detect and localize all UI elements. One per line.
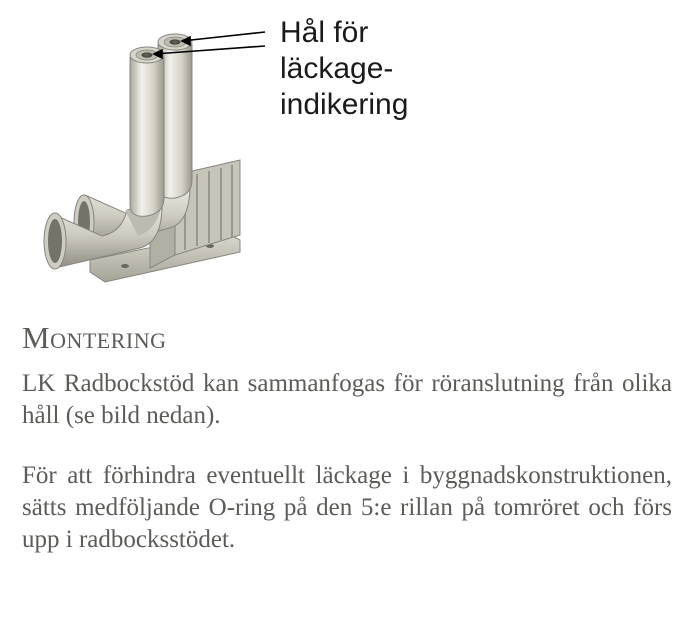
front-elbow: [44, 47, 164, 269]
section-heading: Montering: [22, 320, 694, 356]
figure-area: Hål för läckage- indikering: [0, 0, 694, 300]
figure-callout-label: Hål för läckage- indikering: [280, 15, 408, 123]
callout-line3: indikering: [280, 88, 408, 121]
paragraph-2: För att förhindra eventuellt läckage i b…: [22, 460, 672, 556]
callout-line1: Hål för: [280, 16, 368, 49]
callout-line2: läckage-: [280, 52, 393, 85]
paragraph-1: LK Radbockstöd kan sammanfogas för röran…: [22, 368, 672, 432]
pipe-support-illustration: [30, 10, 270, 290]
